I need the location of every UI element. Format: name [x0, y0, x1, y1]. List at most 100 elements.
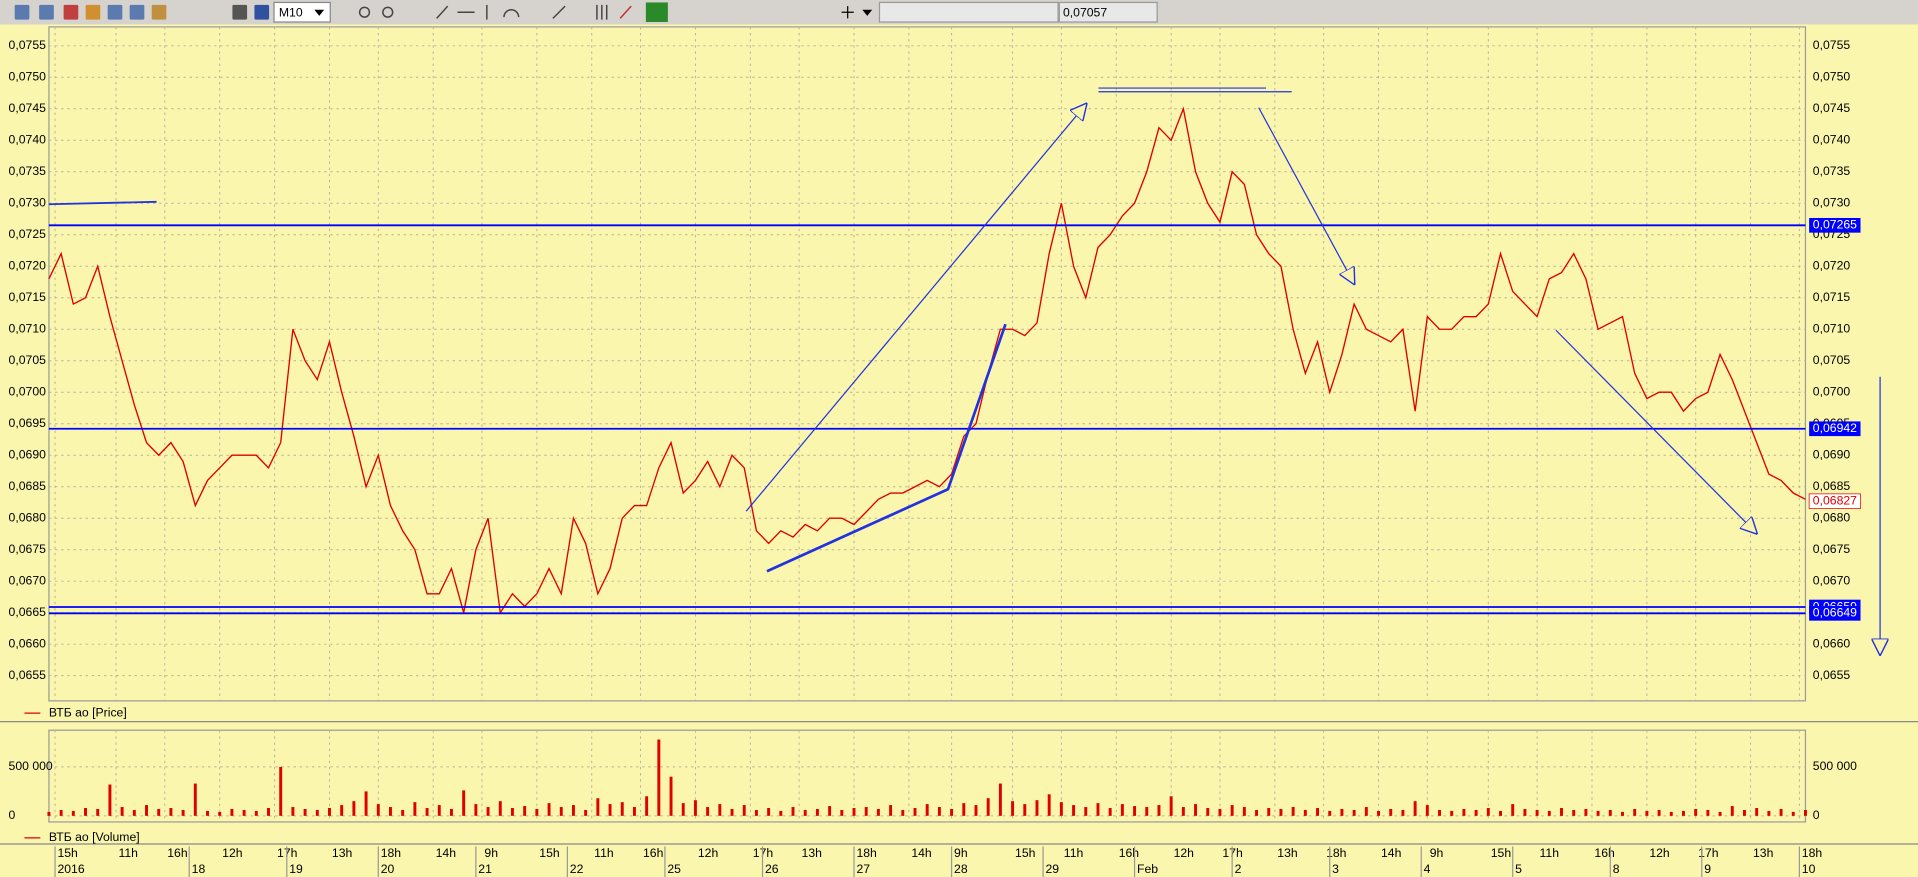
- x-tick-label: 13h: [1277, 846, 1297, 860]
- volume-bar: [1096, 803, 1100, 816]
- volume-bar: [1718, 811, 1722, 816]
- level-label: 0,07265: [1813, 218, 1857, 232]
- volume-bar: [803, 809, 807, 816]
- y2-tick-label: 0,0710: [1813, 321, 1851, 335]
- volume-bar: [364, 791, 368, 816]
- volume-bar: [706, 807, 710, 816]
- volume-bar: [1401, 809, 1405, 816]
- y-tick-label: 0,0755: [9, 38, 47, 52]
- volume-bar: [681, 803, 685, 816]
- volume-bar: [1474, 809, 1478, 816]
- level-label-box: [1809, 605, 1861, 621]
- y2-tick-label: 0,0655: [1813, 668, 1851, 682]
- x-tick-label: 16h: [1119, 846, 1139, 860]
- y2-tick-label: 500 000: [1813, 759, 1857, 773]
- y2-tick-label: 0,0735: [1813, 164, 1851, 178]
- volume-bar: [1047, 794, 1051, 816]
- x-tick-label: 11h: [594, 846, 613, 860]
- volume-bar: [291, 807, 295, 816]
- volume-bar: [340, 805, 344, 816]
- volume-bar: [1377, 810, 1380, 816]
- volume-bar: [547, 803, 551, 816]
- volume-bar: [1242, 807, 1246, 816]
- volume-bar: [852, 808, 856, 816]
- x-tick-label: 17h: [1698, 846, 1718, 860]
- level-label: 0,06649: [1813, 606, 1857, 620]
- x-tick-label: 14h: [1381, 846, 1401, 860]
- volume-bar: [181, 809, 185, 816]
- tool[interactable]: [358, 6, 371, 18]
- y2-tick-label: 0,0705: [1813, 353, 1851, 367]
- volume-bar: [1803, 809, 1807, 816]
- y-tick-label: 0,0730: [9, 196, 47, 210]
- volume-bar: [1255, 809, 1259, 816]
- x-tick-label: 11h: [118, 846, 137, 860]
- y-tick-label: 0,0735: [9, 164, 47, 178]
- volume-bar: [840, 809, 844, 816]
- x-tick-label: 12h: [222, 846, 242, 860]
- tool[interactable]: [436, 5, 449, 19]
- x-tick-label: 13h: [802, 846, 822, 860]
- y2-tick-label: 0: [1813, 808, 1820, 822]
- date-label: 18: [192, 862, 206, 876]
- trend-arrow: [1258, 107, 1354, 284]
- volume-bar: [1450, 810, 1454, 816]
- volume-bar: [1389, 808, 1393, 816]
- draw-tools: [358, 4, 632, 20]
- volume-bar: [1120, 804, 1124, 816]
- date-label: 22: [570, 862, 584, 876]
- x-tick-label: 12h: [1649, 846, 1669, 860]
- price-field[interactable]: [1058, 1, 1158, 23]
- drawings: [48, 87, 1880, 654]
- volume-bar: [1425, 805, 1429, 816]
- volume-bar: [962, 803, 966, 816]
- volume-bar: [1560, 808, 1563, 816]
- tool[interactable]: [382, 6, 394, 18]
- add-button[interactable]: [841, 6, 854, 19]
- icon[interactable]: [63, 4, 79, 20]
- date-label: 29: [1046, 862, 1060, 876]
- volume-bar: [901, 809, 905, 816]
- date-label: 2016: [57, 862, 84, 876]
- volume-bar: [1779, 808, 1783, 816]
- date-label: 20: [381, 862, 395, 876]
- trend-arrow: [745, 104, 1086, 512]
- icon[interactable]: [129, 4, 145, 20]
- volume-bar: [1755, 808, 1759, 816]
- volume-bar: [206, 810, 209, 816]
- volume-bar: [608, 804, 612, 816]
- tool[interactable]: [596, 4, 608, 20]
- icon[interactable]: [107, 4, 123, 20]
- x-tick-label: 18h: [856, 846, 876, 860]
- volume-bar: [1499, 810, 1502, 816]
- last-price-box: [1808, 493, 1861, 509]
- icon[interactable]: [14, 4, 30, 20]
- icon[interactable]: [39, 4, 54, 20]
- interval-select[interactable]: [273, 1, 331, 23]
- icon[interactable]: [254, 4, 270, 20]
- y2-tick-label: 0,0700: [1813, 384, 1851, 398]
- icon[interactable]: [232, 4, 248, 20]
- search-field[interactable]: [878, 1, 1059, 23]
- volume-bar: [389, 807, 392, 816]
- volume-bar: [450, 808, 453, 816]
- volume-bar: [1072, 805, 1076, 816]
- volume-bar: [742, 805, 746, 816]
- volume-bar: [1023, 804, 1027, 816]
- volume-bar: [1218, 808, 1222, 816]
- x-tick-label: 14h: [911, 846, 931, 860]
- volume-bar: [1352, 809, 1356, 816]
- x-tick-label: 15h: [1491, 846, 1511, 860]
- tool[interactable]: [619, 5, 632, 19]
- volume-bar: [413, 802, 417, 816]
- tool[interactable]: [552, 5, 566, 19]
- x-tick-label: 16h: [1594, 846, 1614, 860]
- volume-bar: [1706, 809, 1710, 816]
- tool[interactable]: [503, 9, 520, 18]
- volume-bar: [425, 808, 429, 816]
- icon[interactable]: [151, 4, 167, 20]
- volume-bar: [1608, 809, 1612, 816]
- volume-bar: [376, 804, 380, 816]
- chart-button[interactable]: [645, 2, 668, 23]
- icon[interactable]: [85, 4, 101, 20]
